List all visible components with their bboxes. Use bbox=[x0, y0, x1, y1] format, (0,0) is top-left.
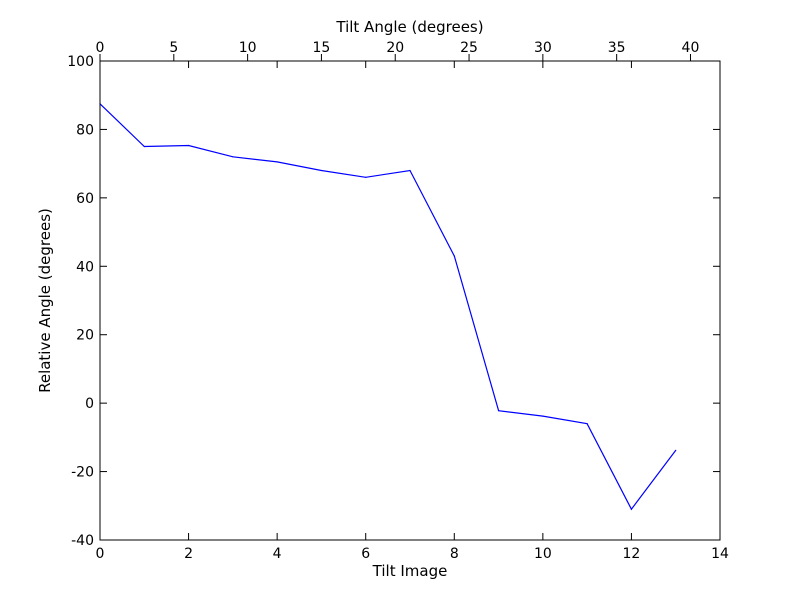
y-tick-label: 40 bbox=[76, 259, 94, 275]
data-point bbox=[630, 508, 633, 510]
top-axis-title: Tilt Angle (degrees) bbox=[335, 18, 483, 36]
x-tick-label: 6 bbox=[361, 546, 370, 562]
data-point bbox=[320, 169, 323, 172]
x-tick-label: 2 bbox=[184, 546, 193, 562]
data-point bbox=[497, 410, 500, 412]
x-tick-label: 14 bbox=[711, 546, 729, 562]
y-axis-title: Relative Angle (degrees) bbox=[36, 208, 54, 393]
y-tick-label: 0 bbox=[85, 396, 94, 412]
series-layer bbox=[99, 103, 677, 511]
x-tick-label: 10 bbox=[534, 546, 552, 562]
x-tick-label: 8 bbox=[450, 546, 459, 562]
top-tick-label: 30 bbox=[534, 40, 552, 56]
x-tick-label: 4 bbox=[273, 546, 282, 562]
top-tick-label: 10 bbox=[239, 40, 257, 56]
x-tick-label: 0 bbox=[96, 546, 105, 562]
data-point bbox=[187, 144, 190, 147]
data-point bbox=[276, 161, 278, 163]
y-tick-label: 20 bbox=[76, 328, 94, 344]
data-point bbox=[365, 176, 367, 178]
series-line bbox=[99, 103, 677, 511]
data-point bbox=[409, 169, 411, 172]
top-tick-label: 15 bbox=[313, 40, 331, 56]
y-tick-label: 80 bbox=[76, 122, 94, 138]
top-tick-label: 20 bbox=[386, 40, 404, 56]
x-tick-label: 12 bbox=[623, 546, 641, 562]
data-point bbox=[232, 156, 234, 158]
top-tick-label: 25 bbox=[460, 40, 478, 56]
y-tick-label: 60 bbox=[76, 191, 94, 207]
y-tick-label: -40 bbox=[71, 533, 94, 549]
data-point bbox=[542, 415, 544, 417]
data-point bbox=[586, 423, 588, 425]
plot-frame bbox=[99, 60, 721, 541]
y-tick-label: -20 bbox=[71, 465, 94, 481]
ticks-layer: 0 2 4 6 8 10 12 14 0 5 10 15 20 25 30 35 40 -40 -20 0 20 40 60… bbox=[67, 40, 729, 562]
data-point bbox=[143, 145, 145, 148]
top-tick-label: 40 bbox=[682, 40, 700, 56]
top-tick-label: 35 bbox=[608, 40, 626, 56]
top-tick-label: 0 bbox=[96, 40, 105, 56]
top-tick-label: 5 bbox=[169, 40, 178, 56]
x-axis-title: Tilt Image bbox=[372, 562, 448, 580]
data-point bbox=[453, 255, 455, 257]
y-tick-label: 100 bbox=[67, 54, 94, 70]
data-point bbox=[675, 449, 677, 451]
